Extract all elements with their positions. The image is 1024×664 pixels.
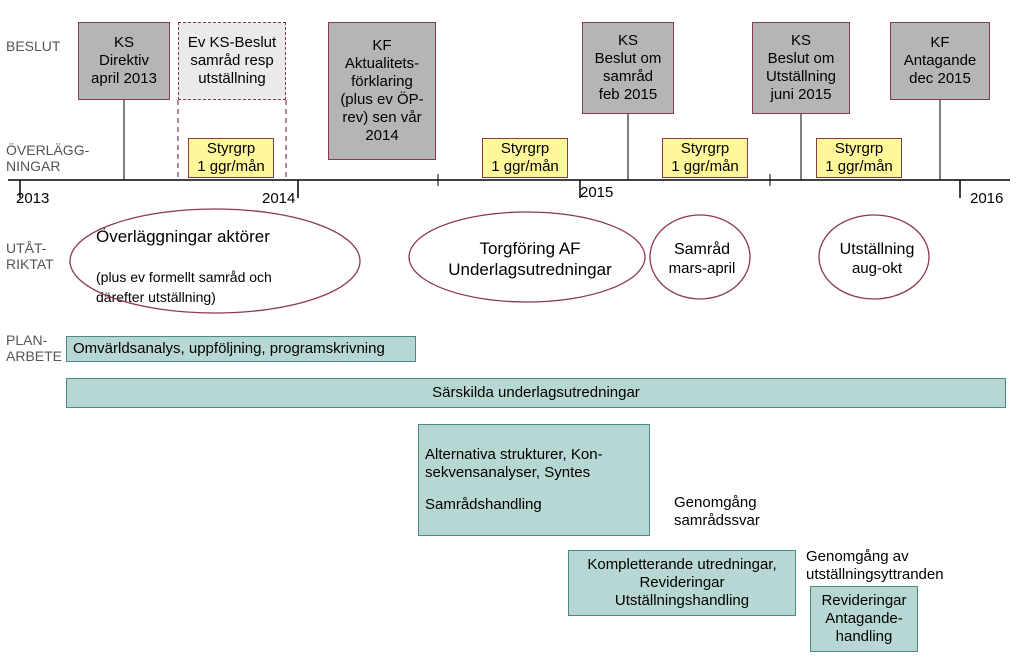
beslut-box-5: KS Beslut om Utställning juni 2015 <box>752 22 850 114</box>
s4-l1: Styrgrp <box>835 140 883 158</box>
e2-l1: Torgföring AF <box>479 239 580 258</box>
e1-l2: (plus ev formellt samråd och <box>96 269 272 285</box>
b3-l4: (plus ev ÖP- <box>340 91 423 109</box>
t1-l1: Genomgång <box>674 494 757 511</box>
beslut-box-1: KS Direktiv april 2013 <box>78 22 170 100</box>
plan-box-2: Särskilda underlagsutredningar <box>66 378 1006 408</box>
label-plan: PLAN- ARBETE <box>6 332 62 364</box>
year-2016: 2016 <box>970 190 1003 207</box>
b3-l6: 2014 <box>365 127 398 145</box>
styrgrp-1: Styrgrp 1 ggr/mån <box>188 138 274 178</box>
label-overlagg-l1: ÖVERLÄGG- <box>6 142 89 158</box>
p1: Omvärldsanalys, uppföljning, programskri… <box>73 340 385 358</box>
e1-l1: Överläggningar aktörer <box>96 227 270 246</box>
p4-l2: Revideringar <box>639 574 724 592</box>
b6-l1: KF <box>930 34 949 52</box>
b2-l1: Ev KS-Beslut <box>188 34 276 52</box>
year-2015: 2015 <box>580 184 613 201</box>
p4-l3: Utställningshandling <box>615 592 749 610</box>
b5-l3: Utställning <box>766 68 836 86</box>
b5-l2: Beslut om <box>768 50 835 68</box>
b6-l3: dec 2015 <box>909 70 971 88</box>
p5-l2: Antagande- <box>825 610 903 628</box>
free-text-1: Genomgång samrådssvar <box>674 494 760 530</box>
b4-l1: KS <box>618 32 638 50</box>
b5-l4: juni 2015 <box>771 86 832 104</box>
p3-l2: sekvensanalyser, Syntes <box>425 464 590 482</box>
plan-box-1: Omvärldsanalys, uppföljning, programskri… <box>66 336 416 362</box>
s1-l2: 1 ggr/mån <box>197 158 265 176</box>
b5-l1: KS <box>791 32 811 50</box>
label-plan-l1: PLAN- <box>6 332 47 348</box>
label-overlagg-l2: NINGAR <box>6 158 60 174</box>
ellipse-2-text: Torgföring AF Underlagsutredningar <box>430 238 630 281</box>
p3-l3: Samrådshandling <box>425 496 542 514</box>
label-utat-l2: RIKTAT <box>6 256 54 272</box>
b1-l3: april 2013 <box>91 70 157 88</box>
e1-l3: därefter utställning) <box>96 289 216 305</box>
label-utat: UTÅT- RIKTAT <box>6 240 54 272</box>
ellipse-4-text: Utställning aug-okt <box>830 240 924 279</box>
styrgrp-4: Styrgrp 1 ggr/mån <box>816 138 902 178</box>
b2-l2: samråd resp <box>190 52 273 70</box>
p3-l1: Alternativa strukturer, Kon- <box>425 446 603 464</box>
beslut-box-2-dashed: Ev KS-Beslut samråd resp utställning <box>178 22 286 100</box>
s4-l2: 1 ggr/mån <box>825 158 893 176</box>
b1-l1: KS <box>114 34 134 52</box>
free-text-2: Genomgång av utställningsyttranden <box>806 548 944 584</box>
beslut-box-3: KF Aktualitets- förklaring (plus ev ÖP- … <box>328 22 436 160</box>
label-utat-l1: UTÅT- <box>6 240 46 256</box>
e3-l2: mars-april <box>669 260 736 277</box>
t2-l2: utställningsyttranden <box>806 566 944 583</box>
e3-l1: Samråd <box>674 241 730 258</box>
beslut-box-6: KF Antagande dec 2015 <box>890 22 990 100</box>
b3-l1: KF <box>372 37 391 55</box>
label-beslut: BESLUT <box>6 38 60 54</box>
p2: Särskilda underlagsutredningar <box>432 384 640 402</box>
label-overlagg: ÖVERLÄGG- NINGAR <box>6 142 89 174</box>
s3-l1: Styrgrp <box>681 140 729 158</box>
b4-l2: Beslut om <box>595 50 662 68</box>
p5-l1: Revideringar <box>821 592 906 610</box>
s2-l2: 1 ggr/mån <box>491 158 559 176</box>
year-2013: 2013 <box>16 190 49 207</box>
t2-l1: Genomgång av <box>806 548 909 565</box>
b6-l2: Antagande <box>904 52 977 70</box>
plan-box-5: Revideringar Antagande- handling <box>810 586 918 652</box>
s3-l2: 1 ggr/mån <box>671 158 739 176</box>
b2-l3: utställning <box>198 70 266 88</box>
s1-l1: Styrgrp <box>207 140 255 158</box>
p4-l1: Kompletterande utredningar, <box>587 556 776 574</box>
label-plan-l2: ARBETE <box>6 348 62 364</box>
b1-l2: Direktiv <box>99 52 149 70</box>
e4-l2: aug-okt <box>852 260 902 277</box>
b3-l2: Aktualitets- <box>345 55 419 73</box>
styrgrp-3: Styrgrp 1 ggr/mån <box>662 138 748 178</box>
s2-l1: Styrgrp <box>501 140 549 158</box>
e4-l1: Utställning <box>840 241 915 258</box>
b3-l5: rev) sen vår <box>342 109 421 127</box>
plan-box-3: Alternativa strukturer, Kon- sekvensanal… <box>418 424 650 536</box>
plan-box-4: Kompletterande utredningar, Revideringar… <box>568 550 796 616</box>
p5-l3: handling <box>836 628 893 646</box>
ellipse-3-text: Samråd mars-april <box>660 240 744 279</box>
t1-l2: samrådssvar <box>674 512 760 529</box>
ellipse-1-text: Överläggningar aktörer (plus ev formellt… <box>96 226 336 308</box>
b4-l4: feb 2015 <box>599 86 657 104</box>
styrgrp-2: Styrgrp 1 ggr/mån <box>482 138 568 178</box>
beslut-box-4: KS Beslut om samråd feb 2015 <box>582 22 674 114</box>
b4-l3: samråd <box>603 68 653 86</box>
e2-l2: Underlagsutredningar <box>448 260 612 279</box>
diagram-stage: BESLUT ÖVERLÄGG- NINGAR UTÅT- RIKTAT PLA… <box>0 0 1024 664</box>
year-2014: 2014 <box>262 190 295 207</box>
b3-l3: förklaring <box>351 73 413 91</box>
